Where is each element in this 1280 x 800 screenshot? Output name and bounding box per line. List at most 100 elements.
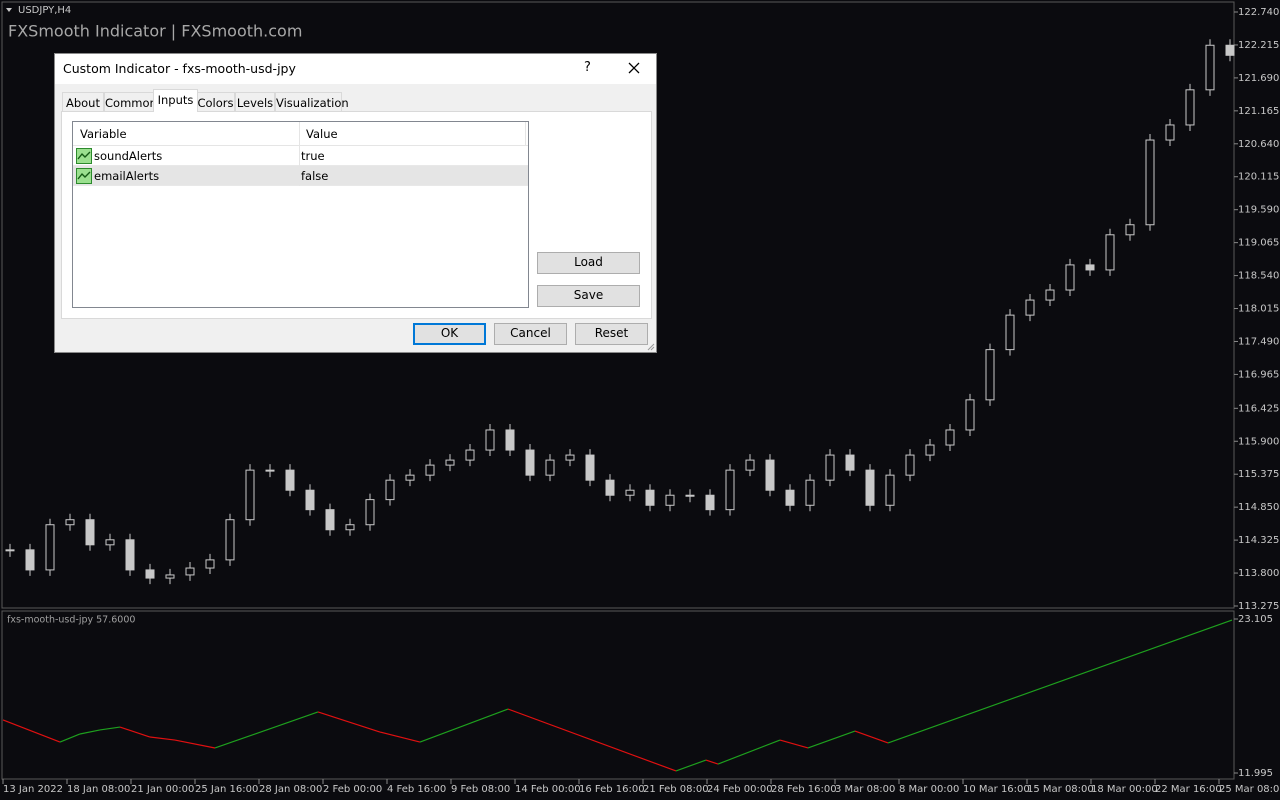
tab[interactable]: Colors	[196, 92, 235, 112]
indicator-segment	[807, 730, 856, 749]
dialog-button[interactable]: Cancel	[494, 323, 567, 345]
x-tick-label: 4 Feb 16:00	[387, 784, 446, 795]
indicator-segment	[675, 759, 707, 772]
candle-body	[725, 469, 735, 511]
candle-body	[665, 494, 675, 506]
tab[interactable]: Inputs	[153, 89, 198, 112]
x-tick-label: 16 Feb 16:00	[579, 784, 645, 795]
candle-body	[785, 489, 795, 506]
candle-body	[85, 519, 95, 546]
candle-body	[845, 454, 855, 471]
table-cell[interactable]: emailAlerts	[94, 169, 160, 183]
dialog-button[interactable]: OK	[413, 323, 486, 345]
indicator-segment	[887, 619, 1233, 744]
indicator-segment	[317, 711, 381, 733]
candle-body	[465, 449, 475, 461]
candle-body	[45, 524, 55, 571]
candle-body	[905, 454, 915, 476]
side-button[interactable]: Load	[537, 252, 640, 274]
help-button[interactable]: ?	[584, 60, 591, 75]
column-header[interactable]: Variable	[80, 127, 127, 141]
candle-body	[865, 469, 875, 506]
symbol: USDJPY,H4	[18, 5, 71, 16]
y-tick-label: 118.540	[1238, 271, 1279, 282]
x-tick-label: 21 Feb 08:00	[643, 784, 709, 795]
title-bar	[55, 54, 656, 84]
y-tick-label: 122.740	[1238, 7, 1279, 18]
candle-body	[345, 524, 355, 531]
table-row[interactable]	[73, 166, 528, 186]
candle-body	[645, 489, 655, 506]
candle-body	[65, 519, 75, 526]
y-tick-label: 117.490	[1238, 336, 1279, 347]
y-tick-label: 122.215	[1238, 40, 1279, 51]
y-tick-label: 121.165	[1238, 106, 1279, 117]
candle-body	[545, 459, 555, 476]
x-tick-label: 15 Mar 08:00	[1027, 784, 1094, 795]
candle-body	[185, 567, 195, 576]
menu-arrow[interactable]	[6, 8, 12, 12]
y-tick-label: 120.115	[1238, 172, 1279, 183]
x-tick-label: 13 Jan 2022	[3, 784, 63, 795]
candle-body	[685, 494, 695, 497]
indicator-segment	[99, 726, 121, 731]
candle-body	[25, 549, 35, 571]
candle-body	[205, 559, 215, 569]
indicator-segment	[174, 739, 216, 749]
candle-body	[125, 539, 135, 571]
x-tick-label: 24 Feb 00:00	[707, 784, 773, 795]
table-cell[interactable]: false	[301, 169, 329, 183]
x-tick-label: 21 Jan 00:00	[131, 784, 194, 795]
x-tick-label: 18 Mar 00:00	[1091, 784, 1158, 795]
table-header	[73, 122, 528, 146]
candle-body	[365, 499, 375, 526]
candle-body	[885, 474, 895, 506]
side-button[interactable]: Save	[537, 285, 640, 307]
tab[interactable]: Levels	[235, 92, 275, 112]
y-tick-label: 116.425	[1238, 403, 1279, 414]
price-pane	[1, 1, 1235, 609]
table-cell[interactable]: soundAlerts	[94, 149, 163, 163]
indicator-segment	[854, 730, 889, 744]
candle-body	[145, 569, 155, 579]
tab[interactable]: Common	[104, 92, 157, 112]
candle-body	[625, 489, 635, 496]
candle-body	[1085, 264, 1095, 271]
candle-body	[925, 444, 935, 456]
y-tick-label: 23.105	[1238, 614, 1273, 625]
close-button[interactable]	[627, 61, 641, 75]
indicator-segment	[705, 759, 719, 765]
candle-body	[585, 454, 595, 481]
y-tick-label: 11.995	[1238, 768, 1273, 779]
column-header[interactable]: Value	[306, 127, 338, 141]
y-tick-label: 113.800	[1238, 568, 1279, 579]
y-tick-label: 115.375	[1238, 469, 1279, 480]
candle-body	[265, 469, 275, 472]
candle-body	[325, 509, 335, 531]
table-row[interactable]	[73, 146, 528, 166]
candle-body	[1005, 314, 1015, 351]
candle-body	[825, 454, 835, 481]
y-tick-label: 115.900	[1238, 436, 1279, 447]
tab[interactable]: Visualization	[275, 92, 349, 112]
indicator-segment	[507, 708, 677, 772]
x-tick-label: 18 Jan 08:00	[67, 784, 130, 795]
indicator-segment	[779, 739, 809, 749]
candle-body	[385, 479, 395, 501]
tab[interactable]: About	[62, 92, 104, 112]
candle-body	[1105, 234, 1115, 271]
dialog-button[interactable]: Reset	[575, 323, 648, 345]
candle-body	[525, 449, 535, 476]
x-tick-label: 9 Feb 08:00	[451, 784, 510, 795]
watermark: FXSmooth Indicator | FXSmooth.com	[8, 22, 302, 41]
candle-body	[1145, 139, 1155, 226]
indicator-label: fxs-mooth-usd-jpy 57.6000	[7, 615, 135, 626]
y-tick-label: 114.850	[1238, 502, 1279, 513]
resize-grip[interactable]	[646, 342, 655, 351]
table-cell[interactable]: true	[301, 149, 325, 163]
candle-body	[965, 399, 975, 431]
candle-body	[1125, 224, 1135, 236]
param-icon	[76, 148, 92, 164]
